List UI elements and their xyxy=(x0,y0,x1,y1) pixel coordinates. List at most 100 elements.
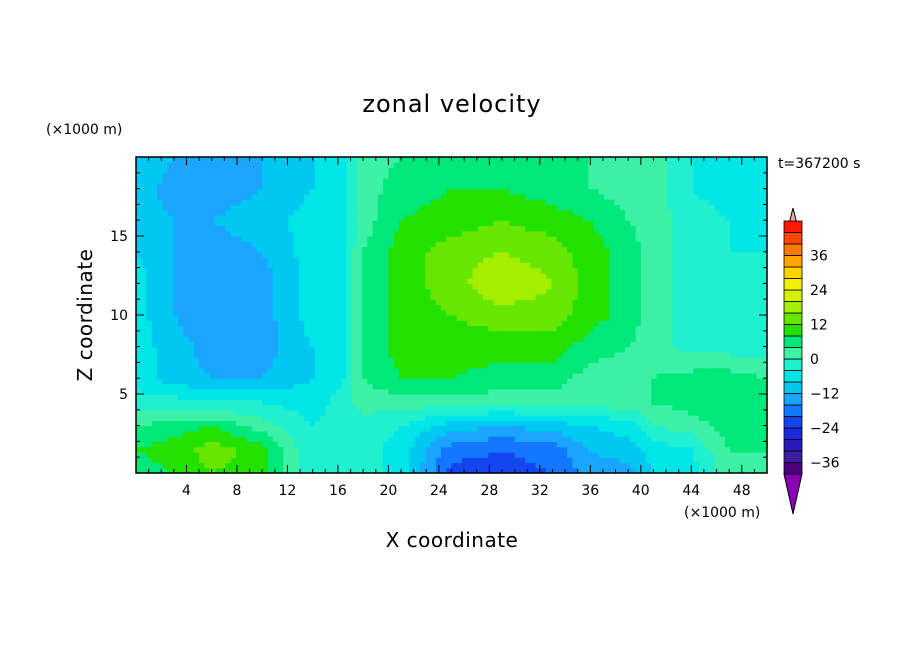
field-cell xyxy=(551,262,558,269)
field-cell xyxy=(672,394,679,400)
field-cell xyxy=(220,351,226,358)
field-cell xyxy=(230,357,237,363)
field-cell xyxy=(646,383,652,390)
field-cell xyxy=(614,325,621,332)
field-cell xyxy=(509,293,516,300)
field-cell xyxy=(367,346,374,353)
field-cell xyxy=(235,462,242,469)
field-cell xyxy=(335,309,342,316)
field-cell xyxy=(404,451,411,458)
field-cell xyxy=(619,351,626,358)
field-cell xyxy=(141,283,148,290)
field-cell xyxy=(251,457,258,464)
field-cell xyxy=(682,330,689,337)
field-cell xyxy=(740,262,747,269)
field-cell xyxy=(372,283,379,290)
field-cell xyxy=(740,346,747,353)
field-cell xyxy=(157,330,163,337)
field-cell xyxy=(688,315,694,321)
field-cell xyxy=(341,462,347,469)
field-cell xyxy=(514,425,521,432)
field-cell xyxy=(709,320,716,327)
field-cell xyxy=(756,330,763,337)
field-cell xyxy=(388,415,395,421)
field-cell xyxy=(488,288,495,295)
field-cell xyxy=(299,430,305,437)
field-cell xyxy=(425,283,432,290)
field-cell xyxy=(241,462,248,469)
field-cell xyxy=(740,315,747,321)
field-cell xyxy=(745,257,752,263)
field-cell xyxy=(603,372,610,379)
field-cell xyxy=(740,267,747,274)
field-cell xyxy=(293,425,300,432)
field-cell xyxy=(435,325,442,332)
field-cell xyxy=(483,346,489,353)
field-cell xyxy=(414,372,421,379)
field-cell xyxy=(225,304,232,311)
field-cell xyxy=(199,367,205,374)
field-cell xyxy=(593,325,600,332)
field-cell xyxy=(625,430,631,437)
field-cell xyxy=(514,415,521,421)
field-cell xyxy=(635,309,642,316)
field-cell xyxy=(730,394,737,400)
field-cell xyxy=(540,293,547,300)
field-cell xyxy=(709,451,716,458)
field-cell xyxy=(346,278,353,284)
field-cell xyxy=(372,451,379,458)
field-cell xyxy=(157,357,163,363)
field-cell xyxy=(498,283,505,290)
field-cell xyxy=(462,283,468,290)
field-cell xyxy=(199,320,205,327)
field-cell xyxy=(546,425,553,432)
field-cell xyxy=(425,362,432,369)
field-cell xyxy=(241,262,248,269)
field-cell xyxy=(204,367,211,374)
field-cell xyxy=(362,351,368,358)
field-cell xyxy=(709,309,716,316)
field-cell xyxy=(377,441,384,448)
field-cell xyxy=(183,362,190,369)
field-cell xyxy=(682,446,689,453)
field-cell xyxy=(561,346,568,353)
field-cell xyxy=(625,325,631,332)
field-cell xyxy=(141,394,148,400)
field-cell xyxy=(335,404,342,411)
field-cell xyxy=(309,367,316,374)
field-cell xyxy=(267,278,274,284)
field-cell xyxy=(225,325,232,332)
field-cell xyxy=(220,457,226,464)
field-cell xyxy=(682,457,689,464)
field-cell xyxy=(588,467,595,474)
field-cell xyxy=(404,293,411,300)
field-cell xyxy=(251,257,258,263)
field-cell xyxy=(467,288,474,295)
field-cell xyxy=(225,415,232,421)
field-cell xyxy=(293,415,300,421)
field-cell xyxy=(588,462,595,469)
field-cell xyxy=(383,351,389,358)
field-cell xyxy=(451,441,458,448)
field-cell xyxy=(362,383,368,390)
field-cell xyxy=(472,315,479,321)
field-cell xyxy=(288,367,295,374)
field-cell xyxy=(483,394,489,400)
field-cell xyxy=(146,446,153,453)
field-cell xyxy=(603,341,610,348)
field-cell xyxy=(362,378,368,385)
field-cell xyxy=(256,251,263,258)
field-cell xyxy=(546,372,553,379)
field-cell xyxy=(341,351,347,358)
field-cell xyxy=(451,257,458,263)
field-cell xyxy=(151,346,158,353)
field-cell xyxy=(498,251,505,258)
field-cell xyxy=(735,262,742,269)
field-cell xyxy=(440,383,447,390)
field-cell xyxy=(398,409,405,416)
field-cell xyxy=(493,451,500,458)
field-cell xyxy=(409,451,416,458)
field-cell xyxy=(540,372,547,379)
field-cell xyxy=(346,320,353,327)
field-cell xyxy=(277,325,284,332)
